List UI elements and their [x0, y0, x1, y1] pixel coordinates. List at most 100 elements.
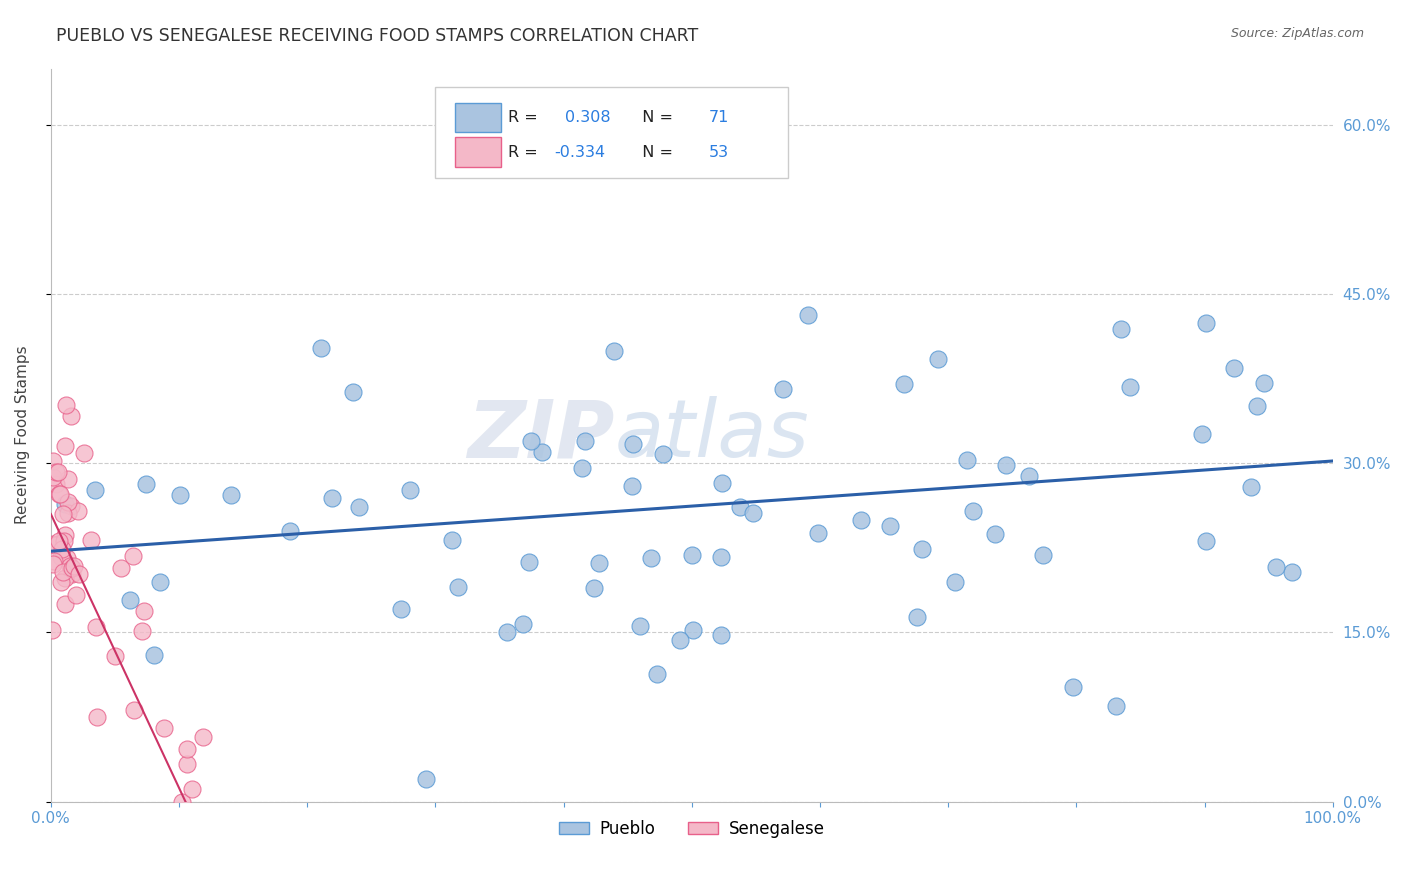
- Point: [56, 506, 79, 520]
- Point: [1191, 426, 1213, 441]
- Legend: Pueblo, Senegalese: Pueblo, Senegalese: [553, 814, 831, 845]
- Text: PUEBLO VS SENEGALESE RECEIVING FOOD STAMPS CORRELATION CHART: PUEBLO VS SENEGALESE RECEIVING FOOD STAM…: [56, 27, 699, 45]
- Point: [48, 486, 70, 500]
- Point: [45, 465, 67, 479]
- Point: [512, 617, 534, 632]
- Point: [520, 434, 543, 448]
- Point: [66, 504, 89, 518]
- Point: [63, 558, 86, 573]
- Point: [170, 795, 193, 809]
- Point: [574, 434, 596, 449]
- Point: [62, 567, 84, 582]
- Y-axis label: Receiving Food Stamps: Receiving Food Stamps: [15, 346, 30, 524]
- Point: [669, 632, 692, 647]
- Point: [588, 557, 610, 571]
- Point: [56, 471, 79, 485]
- Point: [447, 580, 470, 594]
- Point: [86, 710, 108, 724]
- Point: [42, 454, 65, 468]
- Point: [943, 574, 966, 589]
- Point: [84, 620, 107, 634]
- Point: [956, 453, 979, 467]
- Point: [42, 554, 65, 568]
- Point: [1265, 560, 1288, 574]
- Point: [73, 445, 96, 459]
- Point: [893, 377, 915, 392]
- Point: [583, 581, 606, 595]
- Point: [797, 308, 820, 322]
- Point: [41, 623, 63, 637]
- Point: [148, 574, 170, 589]
- Point: [42, 558, 65, 572]
- Point: [1281, 565, 1303, 579]
- Point: [143, 648, 166, 662]
- Point: [399, 483, 422, 497]
- Point: [104, 649, 127, 664]
- Point: [120, 593, 142, 607]
- Point: [65, 588, 87, 602]
- Text: atlas: atlas: [614, 396, 810, 474]
- Point: [309, 342, 332, 356]
- Point: [1032, 548, 1054, 562]
- Point: [905, 610, 928, 624]
- Point: [219, 488, 242, 502]
- Point: [1246, 399, 1268, 413]
- Text: ZIP: ZIP: [468, 396, 614, 474]
- Point: [121, 549, 143, 563]
- Point: [1222, 361, 1244, 376]
- Point: [42, 470, 65, 484]
- Point: [52, 534, 75, 549]
- Point: [135, 477, 157, 491]
- Point: [53, 527, 76, 541]
- Point: [51, 542, 73, 557]
- Point: [620, 479, 643, 493]
- Point: [52, 508, 75, 522]
- Point: [55, 497, 77, 511]
- Point: [415, 772, 437, 786]
- Point: [60, 561, 83, 575]
- Point: [153, 722, 176, 736]
- Point: [927, 351, 949, 366]
- Point: [49, 574, 72, 589]
- Point: [44, 538, 66, 552]
- Point: [49, 487, 72, 501]
- Text: N =: N =: [631, 145, 678, 160]
- Point: [48, 533, 70, 548]
- Point: [49, 549, 72, 564]
- Point: [176, 757, 198, 772]
- Point: [42, 537, 65, 551]
- Point: [879, 518, 901, 533]
- Text: R =: R =: [509, 145, 543, 160]
- Point: [46, 465, 69, 479]
- Point: [517, 555, 540, 569]
- Point: [169, 488, 191, 502]
- Point: [983, 527, 1005, 541]
- Point: [45, 477, 67, 491]
- Point: [60, 409, 83, 423]
- Point: [1195, 316, 1218, 330]
- Point: [995, 458, 1018, 472]
- Point: [342, 385, 364, 400]
- Point: [1195, 533, 1218, 548]
- Point: [84, 483, 107, 497]
- Point: [132, 604, 155, 618]
- Point: [280, 524, 302, 538]
- Point: [79, 533, 101, 548]
- Point: [531, 445, 554, 459]
- Point: [710, 549, 733, 564]
- Point: [131, 624, 153, 639]
- Text: Source: ZipAtlas.com: Source: ZipAtlas.com: [1230, 27, 1364, 40]
- Point: [122, 703, 145, 717]
- Point: [652, 447, 675, 461]
- Text: 71: 71: [709, 110, 728, 125]
- Point: [1062, 680, 1084, 694]
- FancyBboxPatch shape: [436, 87, 787, 178]
- Text: 0.308: 0.308: [565, 110, 610, 125]
- Point: [710, 628, 733, 642]
- Point: [1105, 698, 1128, 713]
- FancyBboxPatch shape: [454, 103, 501, 132]
- Point: [621, 436, 644, 450]
- Point: [772, 382, 794, 396]
- Point: [571, 460, 593, 475]
- Point: [58, 495, 80, 509]
